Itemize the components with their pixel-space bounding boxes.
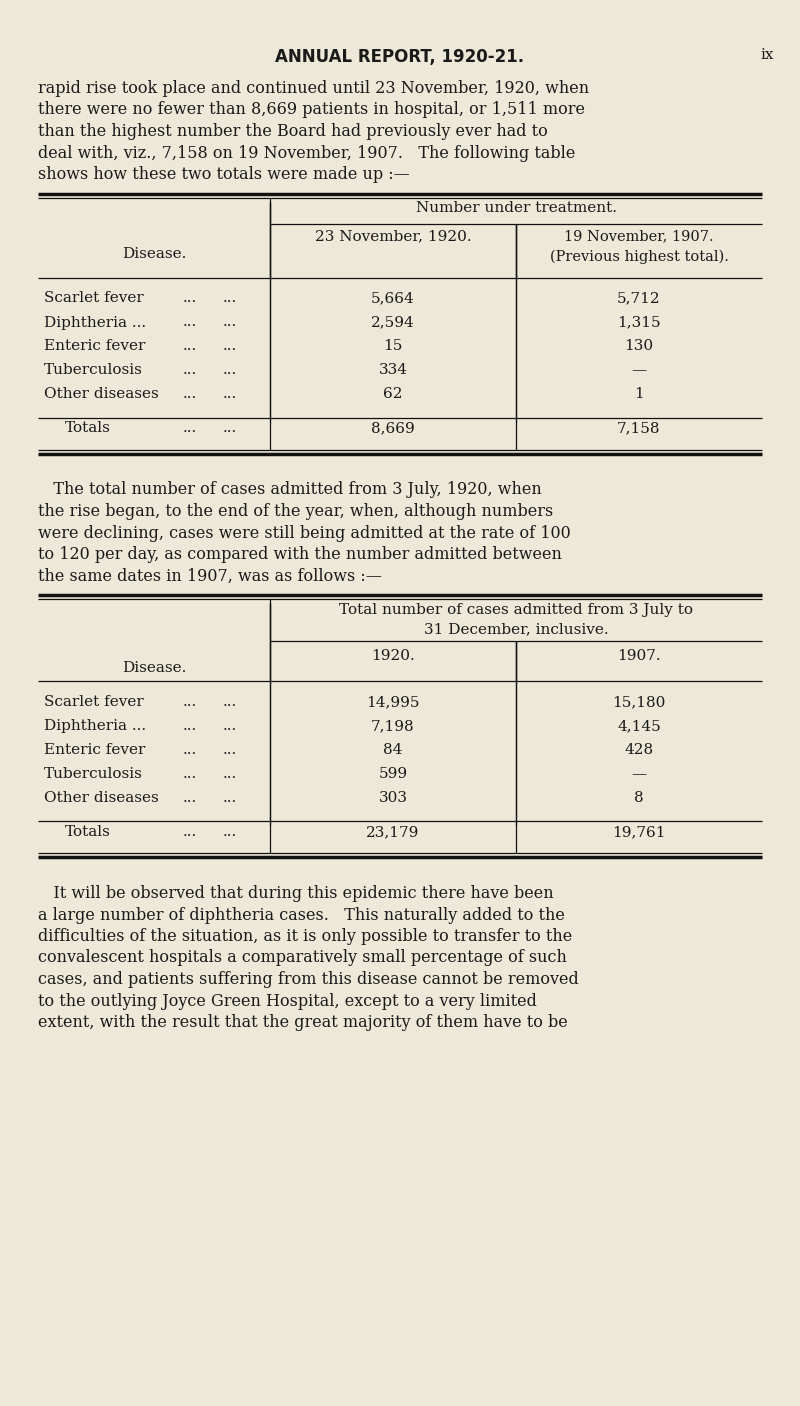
Text: 4,145: 4,145: [617, 718, 661, 733]
Text: ...: ...: [183, 718, 197, 733]
Text: 23,179: 23,179: [366, 825, 420, 839]
Text: shows how these two totals were made up :—: shows how these two totals were made up …: [38, 166, 410, 183]
Text: 15: 15: [383, 339, 402, 353]
Text: difficulties of the situation, as it is only possible to transfer to the: difficulties of the situation, as it is …: [38, 928, 572, 945]
Text: Totals: Totals: [65, 825, 111, 839]
Text: Diphtheria ...: Diphtheria ...: [44, 315, 146, 329]
Text: convalescent hospitals a comparatively small percentage of such: convalescent hospitals a comparatively s…: [38, 949, 567, 966]
Text: ...: ...: [223, 718, 237, 733]
Text: —: —: [631, 768, 646, 780]
Text: ...: ...: [223, 315, 237, 329]
Text: ...: ...: [183, 339, 197, 353]
Text: rapid rise took place and continued until 23 November, 1920, when: rapid rise took place and continued unti…: [38, 80, 589, 97]
Text: The total number of cases admitted from 3 July, 1920, when: The total number of cases admitted from …: [38, 481, 542, 499]
Text: ...: ...: [223, 422, 237, 436]
Text: Enteric fever: Enteric fever: [44, 742, 146, 756]
Text: 84: 84: [383, 742, 402, 756]
Text: 2,594: 2,594: [371, 315, 415, 329]
Text: ...: ...: [223, 364, 237, 377]
Text: the rise began, to the end of the year, when, although numbers: the rise began, to the end of the year, …: [38, 503, 554, 520]
Text: 19 November, 1907.
(Previous highest total).: 19 November, 1907. (Previous highest tot…: [550, 229, 729, 263]
Text: 334: 334: [378, 364, 407, 377]
Text: than the highest number the Board had previously ever had to: than the highest number the Board had pr…: [38, 122, 548, 141]
Text: Scarlet fever: Scarlet fever: [44, 291, 144, 305]
Text: ...: ...: [223, 339, 237, 353]
Text: Total number of cases admitted from 3 July to
31 December, inclusive.: Total number of cases admitted from 3 Ju…: [339, 603, 693, 637]
Text: ...: ...: [183, 695, 197, 709]
Text: 7,158: 7,158: [618, 422, 661, 436]
Text: ...: ...: [183, 315, 197, 329]
Text: ...: ...: [223, 792, 237, 806]
Text: ...: ...: [183, 825, 197, 839]
Text: Enteric fever: Enteric fever: [44, 339, 146, 353]
Text: ...: ...: [183, 364, 197, 377]
Text: 428: 428: [625, 742, 654, 756]
Text: ...: ...: [183, 422, 197, 436]
Text: ...: ...: [183, 768, 197, 780]
Text: ...: ...: [183, 792, 197, 806]
Text: It will be observed that during this epidemic there have been: It will be observed that during this epi…: [38, 884, 554, 903]
Text: Tuberculosis: Tuberculosis: [44, 768, 143, 780]
Text: a large number of diphtheria cases.   This naturally added to the: a large number of diphtheria cases. This…: [38, 907, 565, 924]
Text: cases, and patients suffering from this disease cannot be removed: cases, and patients suffering from this …: [38, 972, 578, 988]
Text: ...: ...: [183, 742, 197, 756]
Text: Scarlet fever: Scarlet fever: [44, 695, 144, 709]
Text: 1: 1: [634, 388, 644, 402]
Text: Number under treatment.: Number under treatment.: [415, 201, 617, 215]
Text: Tuberculosis: Tuberculosis: [44, 364, 143, 377]
Text: 5,712: 5,712: [617, 291, 661, 305]
Text: deal with, viz., 7,158 on 19 November, 1907.   The following table: deal with, viz., 7,158 on 19 November, 1…: [38, 145, 575, 162]
Text: 5,664: 5,664: [371, 291, 415, 305]
Text: ...: ...: [223, 742, 237, 756]
Text: 14,995: 14,995: [366, 695, 420, 709]
Text: Diphtheria ...: Diphtheria ...: [44, 718, 146, 733]
Text: extent, with the result that the great majority of them have to be: extent, with the result that the great m…: [38, 1014, 568, 1031]
Text: ...: ...: [223, 291, 237, 305]
Text: Disease.: Disease.: [122, 247, 186, 262]
Text: 8: 8: [634, 792, 644, 806]
Text: 62: 62: [383, 388, 402, 402]
Text: ...: ...: [183, 388, 197, 402]
Text: to the outlying Joyce Green Hospital, except to a very limited: to the outlying Joyce Green Hospital, ex…: [38, 993, 537, 1010]
Text: 1907.: 1907.: [617, 650, 661, 664]
Text: ...: ...: [223, 388, 237, 402]
Text: ...: ...: [183, 291, 197, 305]
Text: 19,761: 19,761: [612, 825, 666, 839]
Text: 23 November, 1920.: 23 November, 1920.: [314, 229, 471, 243]
Text: ...: ...: [223, 695, 237, 709]
Text: Other diseases: Other diseases: [44, 792, 158, 806]
Text: 303: 303: [378, 792, 407, 806]
Text: Totals: Totals: [65, 422, 111, 436]
Text: 15,180: 15,180: [612, 695, 666, 709]
Text: 7,198: 7,198: [371, 718, 415, 733]
Text: there were no fewer than 8,669 patients in hospital, or 1,511 more: there were no fewer than 8,669 patients …: [38, 101, 585, 118]
Text: ...: ...: [223, 825, 237, 839]
Text: the same dates in 1907, was as follows :—: the same dates in 1907, was as follows :…: [38, 568, 382, 585]
Text: 130: 130: [625, 339, 654, 353]
Text: ...: ...: [223, 768, 237, 780]
Text: to 120 per day, as compared with the number admitted between: to 120 per day, as compared with the num…: [38, 546, 562, 562]
Text: Other diseases: Other diseases: [44, 388, 158, 402]
Text: ANNUAL REPORT, 1920-21.: ANNUAL REPORT, 1920-21.: [275, 48, 525, 66]
Text: were declining, cases were still being admitted at the rate of 100: were declining, cases were still being a…: [38, 524, 570, 541]
Text: ix: ix: [760, 48, 774, 62]
Text: —: —: [631, 364, 646, 377]
Text: Disease.: Disease.: [122, 661, 186, 675]
Text: 1920.: 1920.: [371, 650, 415, 664]
Text: 8,669: 8,669: [371, 422, 415, 436]
Text: 1,315: 1,315: [617, 315, 661, 329]
Text: 599: 599: [378, 768, 407, 780]
